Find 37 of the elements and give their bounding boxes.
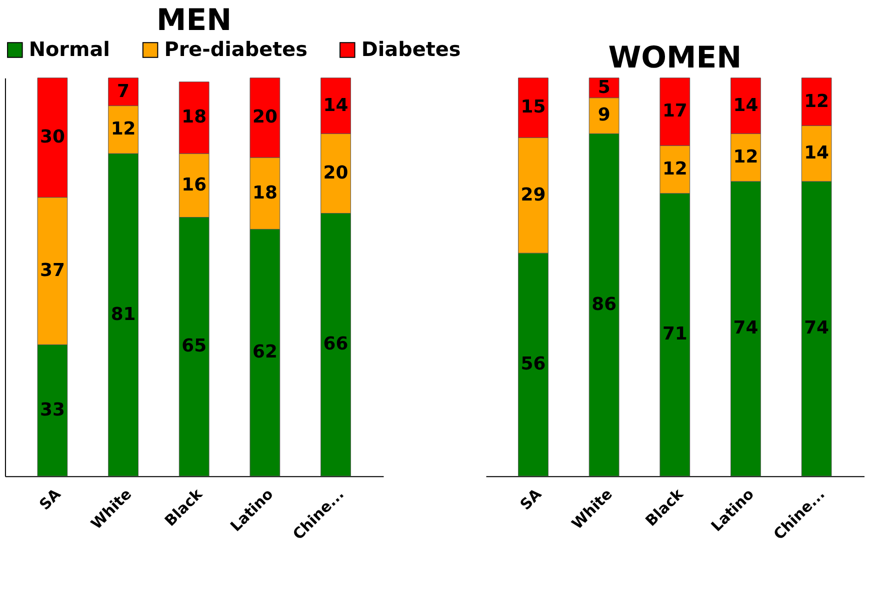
x-tick-label: SA <box>516 484 546 514</box>
data-label: 12 <box>110 118 136 140</box>
data-label: 15 <box>520 96 546 118</box>
data-label: 18 <box>182 106 207 128</box>
data-label: 74 <box>733 318 758 339</box>
data-label: 65 <box>182 336 207 357</box>
data-label: 37 <box>40 260 65 281</box>
chart-title: MEN <box>156 3 232 38</box>
data-label: 14 <box>733 94 758 116</box>
data-label: 71 <box>662 324 688 345</box>
data-label: 66 <box>323 334 348 355</box>
legend-label: Normal <box>28 38 110 62</box>
data-label: 62 <box>252 342 278 363</box>
data-label: 29 <box>520 184 546 206</box>
data-label: 81 <box>110 304 136 325</box>
data-label: 16 <box>182 174 207 196</box>
data-label: 17 <box>662 100 688 122</box>
data-label: 12 <box>804 90 830 112</box>
data-label: 33 <box>40 399 65 420</box>
data-label: 14 <box>323 94 348 116</box>
data-label: 20 <box>252 106 278 128</box>
data-label: 86 <box>592 294 617 315</box>
data-label: 12 <box>733 146 758 168</box>
data-label: 30 <box>40 126 65 148</box>
data-label: 14 <box>804 142 830 164</box>
data-label: 20 <box>323 162 348 184</box>
legend-label: Diabetes <box>361 38 461 62</box>
data-label: 5 <box>598 76 610 98</box>
data-label: 56 <box>520 354 546 375</box>
data-label: 9 <box>598 104 610 126</box>
chart-title: WOMEN <box>608 40 742 76</box>
data-label: 18 <box>252 182 278 204</box>
data-label: 74 <box>804 318 830 339</box>
legend-label: Pre-diabetes <box>164 38 308 62</box>
x-tick-label: SA <box>36 484 65 514</box>
data-label: 12 <box>662 158 688 180</box>
data-label: 7 <box>117 80 130 102</box>
